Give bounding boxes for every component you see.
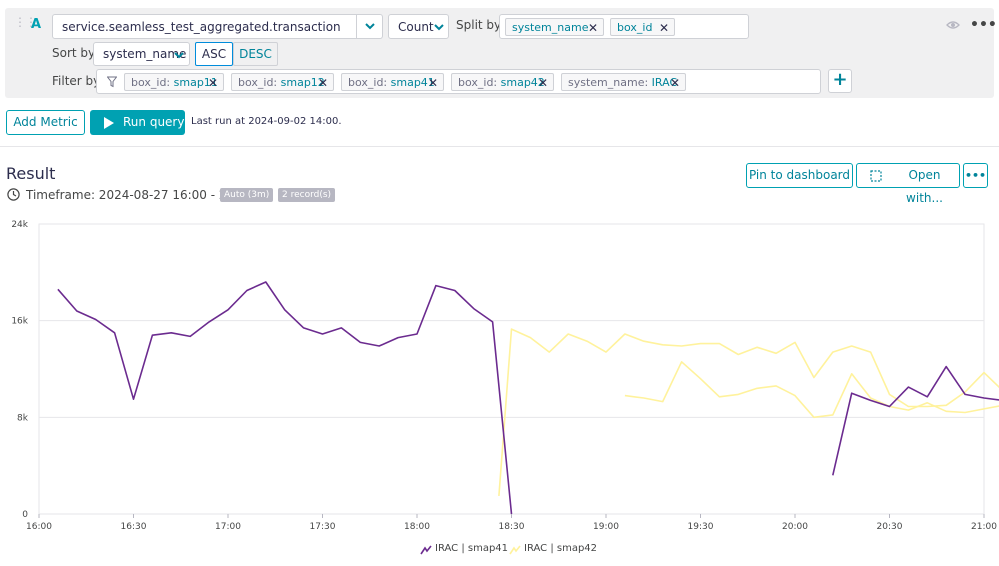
x-tick-label: 21:00 bbox=[971, 522, 997, 532]
last-run-text: Last run at 2024-09-02 14:00. bbox=[191, 116, 342, 127]
result-more-button[interactable]: ••• bbox=[963, 163, 988, 188]
filter-chip-value: smap42 bbox=[500, 76, 545, 89]
series-line-smap41 bbox=[57, 281, 513, 515]
filter-chip-value: smap12 bbox=[280, 76, 325, 89]
x-tick-label: 20:00 bbox=[782, 522, 808, 532]
open-with-label: Open with... bbox=[906, 168, 943, 205]
x-axis: 16:00 16:30 17:00 17:30 18:00 18:30 19:00 19:30… bbox=[26, 514, 997, 532]
sort-desc-button[interactable]: DESC bbox=[233, 42, 278, 66]
x-tick-label: 19:00 bbox=[593, 522, 619, 532]
chevron-down-icon bbox=[365, 23, 375, 30]
remove-chip-icon[interactable]: ✕ bbox=[317, 76, 328, 90]
resolution-badge: Auto (3m) bbox=[220, 188, 274, 202]
plot-frame bbox=[38, 223, 985, 515]
filter-chip[interactable]: box_id: smap11 ✕ bbox=[124, 73, 224, 91]
query-more-button[interactable]: ••• bbox=[970, 17, 997, 33]
line-chart[interactable]: 0 8k 16k 24k 16:00 16:30 17:00 17:30 18:00 18:30… bbox=[0, 210, 999, 535]
legend-line-icon bbox=[420, 545, 432, 555]
remove-chip-icon[interactable]: ✕ bbox=[427, 76, 438, 90]
x-tick-label: 19:30 bbox=[688, 522, 714, 532]
play-icon bbox=[104, 117, 114, 129]
filter-chip[interactable]: system_name: IRAC ✕ bbox=[561, 73, 686, 91]
open-with-icon bbox=[870, 170, 882, 182]
y-tick-label: 0 bbox=[22, 510, 28, 520]
eye-icon[interactable] bbox=[946, 20, 960, 30]
split-by-chip[interactable]: box_id ✕ bbox=[610, 18, 675, 36]
filter-chip-key: box_id: bbox=[348, 76, 388, 89]
filter-chip[interactable]: box_id: smap41 ✕ bbox=[341, 73, 444, 91]
filter-chip-key: system_name: bbox=[568, 76, 649, 89]
remove-chip-icon[interactable]: ✕ bbox=[669, 76, 680, 90]
split-by-chip-label: box_id bbox=[617, 21, 653, 34]
y-tick-label: 16k bbox=[11, 317, 28, 327]
timeframe-text: Timeframe: 2024-08-27 16:00 - 21:00 bbox=[26, 188, 254, 202]
run-query-label: Run query bbox=[123, 115, 185, 129]
clock-icon bbox=[7, 188, 20, 201]
filter-chip-key: box_id: bbox=[238, 76, 278, 89]
add-metric-button[interactable]: Add Metric bbox=[6, 110, 85, 135]
sort-field-select[interactable]: system_name bbox=[93, 42, 190, 66]
filter-chip-value: IRAC bbox=[651, 76, 678, 89]
legend-line-icon bbox=[509, 545, 521, 555]
pin-to-dashboard-button[interactable]: Pin to dashboard bbox=[746, 163, 853, 188]
remove-chip-icon[interactable]: ✕ bbox=[207, 76, 218, 90]
chevron-down-icon bbox=[434, 24, 444, 31]
x-tick-label: 16:30 bbox=[121, 522, 147, 532]
legend-item[interactable]: IRAC | smap41 bbox=[435, 543, 509, 554]
x-tick-label: 18:30 bbox=[499, 522, 525, 532]
x-tick-label: 18:00 bbox=[404, 522, 430, 532]
chart-grid bbox=[38, 223, 985, 515]
chart-series bbox=[57, 281, 999, 515]
query-letter: A bbox=[31, 17, 42, 32]
series-line-smap41 bbox=[832, 365, 999, 476]
aggregation-value: Count bbox=[398, 20, 434, 34]
filter-chip-key: box_id: bbox=[458, 76, 498, 89]
sort-asc-button[interactable]: ASC bbox=[195, 42, 233, 66]
x-tick-label: 16:00 bbox=[26, 522, 52, 532]
record-count-badge: 2 record(s) bbox=[278, 188, 336, 202]
metric-dropdown-toggle[interactable] bbox=[356, 15, 382, 38]
result-title: Result bbox=[6, 164, 56, 183]
run-query-button[interactable]: Run query bbox=[90, 110, 185, 135]
aggregation-select[interactable]: Count bbox=[388, 14, 449, 39]
y-axis: 0 8k 16k 24k bbox=[11, 220, 28, 520]
x-tick-label: 17:30 bbox=[310, 522, 336, 532]
sort-by-label: Sort by bbox=[52, 46, 96, 60]
y-tick-label: 8k bbox=[17, 413, 29, 423]
series-line-smap42 bbox=[624, 360, 999, 419]
x-tick-label: 20:30 bbox=[877, 522, 903, 532]
drag-handle-icon[interactable]: ⋮⋮ bbox=[14, 15, 37, 29]
remove-chip-icon[interactable]: ✕ bbox=[587, 21, 598, 35]
split-by-chip-label: system_name bbox=[512, 21, 589, 34]
filter-chip[interactable]: box_id: smap12 ✕ bbox=[231, 73, 334, 91]
filter-field[interactable]: box_id: smap11 ✕ box_id: smap12 ✕ box_id… bbox=[96, 69, 821, 94]
y-tick-label: 24k bbox=[11, 220, 28, 230]
add-filter-button[interactable]: + bbox=[828, 69, 852, 93]
filter-chip-value: smap41 bbox=[390, 76, 435, 89]
filter-chip-value: smap11 bbox=[173, 76, 218, 89]
section-divider bbox=[0, 146, 999, 147]
filter-by-label: Filter by bbox=[52, 74, 101, 88]
open-with-button[interactable]: Open with... bbox=[856, 163, 960, 205]
split-by-field[interactable]: system_name ✕ box_id ✕ bbox=[499, 14, 749, 39]
series-line-smap42 bbox=[498, 328, 999, 496]
remove-chip-icon[interactable]: ✕ bbox=[658, 21, 669, 35]
legend-item[interactable]: IRAC | smap42 bbox=[524, 543, 598, 554]
filter-chip-key: box_id: bbox=[131, 76, 171, 89]
remove-chip-icon[interactable]: ✕ bbox=[537, 76, 548, 90]
metric-select[interactable]: service.seamless_test_aggregated.transac… bbox=[52, 14, 383, 39]
x-tick-label: 17:00 bbox=[215, 522, 241, 532]
metric-select-value: service.seamless_test_aggregated.transac… bbox=[62, 20, 341, 34]
chevron-down-icon bbox=[174, 52, 184, 59]
sort-field-value: system_name bbox=[103, 47, 187, 61]
filter-icon bbox=[107, 76, 117, 88]
split-by-label: Split by bbox=[456, 18, 502, 32]
split-by-chip[interactable]: system_name ✕ bbox=[505, 18, 604, 36]
filter-chip[interactable]: box_id: smap42 ✕ bbox=[451, 73, 554, 91]
